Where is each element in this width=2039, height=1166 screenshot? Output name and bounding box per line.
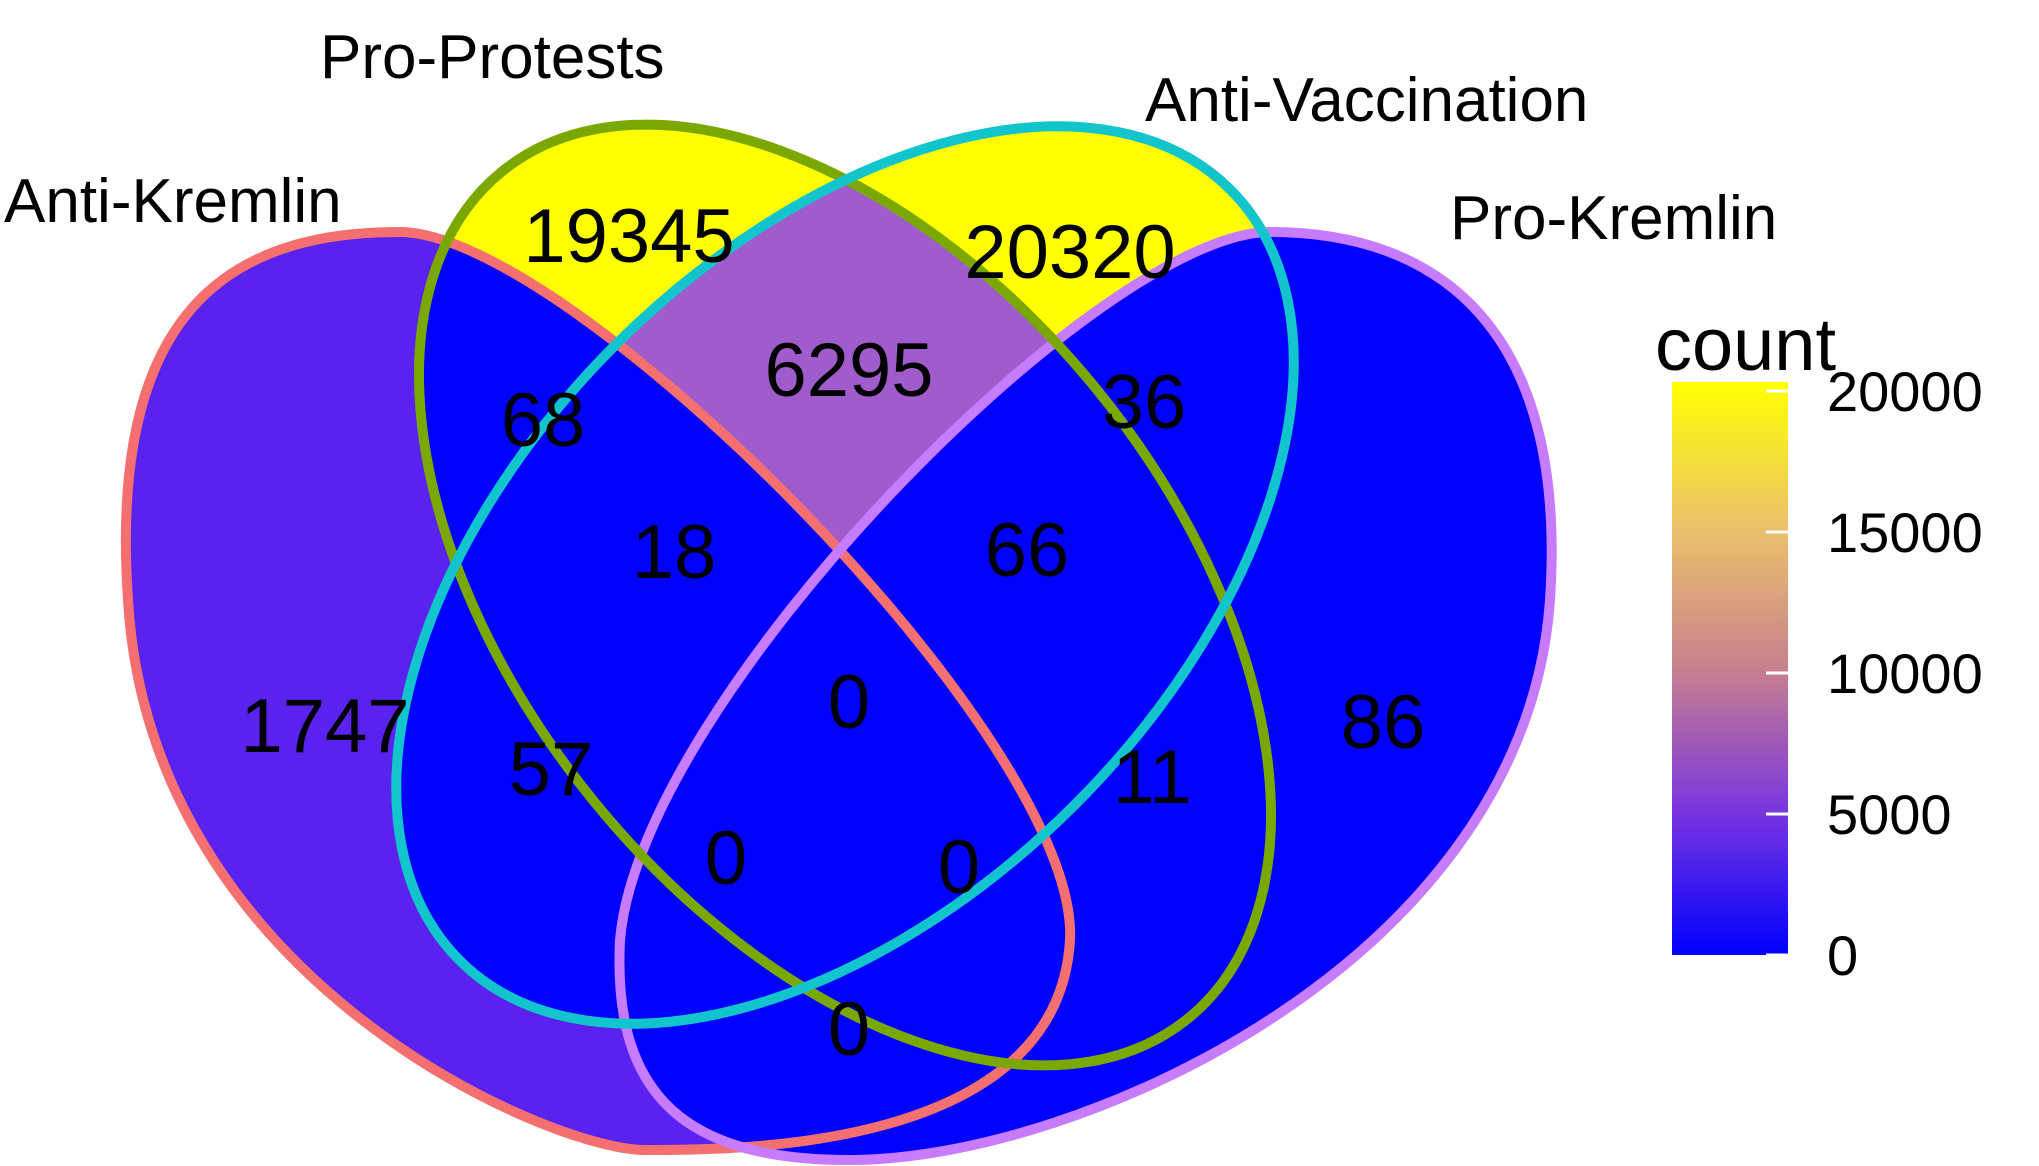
region-count-pro-protests-anti-vaccination: 6295 <box>764 328 933 413</box>
legend-colorbar <box>1672 382 1788 955</box>
set-labels: Anti-Kremlin Pro-Protests Anti-Vaccinati… <box>4 23 1777 253</box>
legend-tick-label: 20000 <box>1827 360 1983 423</box>
set-label-pro-protests: Pro-Protests <box>320 23 665 92</box>
region-count-three-way-ak-av-pk: 0 <box>705 816 747 901</box>
legend-tick-label: 0 <box>1827 924 1858 987</box>
region-count-pro-protests: 19345 <box>523 194 734 279</box>
region-counts: 1747 19345 20320 86 68 6295 36 18 66 0 5… <box>240 194 1425 1072</box>
region-count-pro-protests-pro-kremlin: 11 <box>1113 735 1192 820</box>
region-count-anti-vaccination-pro-kremlin: 36 <box>1102 360 1187 445</box>
legend-ticks: 20000 15000 10000 5000 0 <box>1766 360 1983 987</box>
set-label-anti-vaccination: Anti-Vaccination <box>1145 66 1588 135</box>
region-count-all-four: 0 <box>828 660 870 745</box>
legend-title: count <box>1655 303 1836 386</box>
legend-tick-label: 15000 <box>1827 501 1983 564</box>
region-count-anti-kremlin-anti-vaccination: 57 <box>509 727 594 812</box>
set-label-pro-kremlin: Pro-Kremlin <box>1450 184 1777 253</box>
region-count-anti-kremlin-pro-protests: 68 <box>501 378 586 463</box>
region-count-anti-kremlin-pro-kremlin: 0 <box>828 987 870 1072</box>
region-count-three-way-ak-pp-av: 18 <box>632 510 717 595</box>
legend-tick-label: 10000 <box>1827 642 1983 705</box>
legend-tick-label: 5000 <box>1827 783 1952 846</box>
set-label-anti-kremlin: Anti-Kremlin <box>4 167 342 236</box>
region-count-three-way-pp-av-pk: 66 <box>985 508 1070 593</box>
color-legend: count 20000 15000 10000 5000 0 <box>1655 303 1983 987</box>
region-count-anti-vaccination: 20320 <box>964 210 1175 295</box>
region-count-three-way-ak-pp-pk: 0 <box>938 825 980 910</box>
region-count-pro-kremlin: 86 <box>1341 680 1426 765</box>
region-count-anti-kremlin: 1747 <box>240 684 409 769</box>
